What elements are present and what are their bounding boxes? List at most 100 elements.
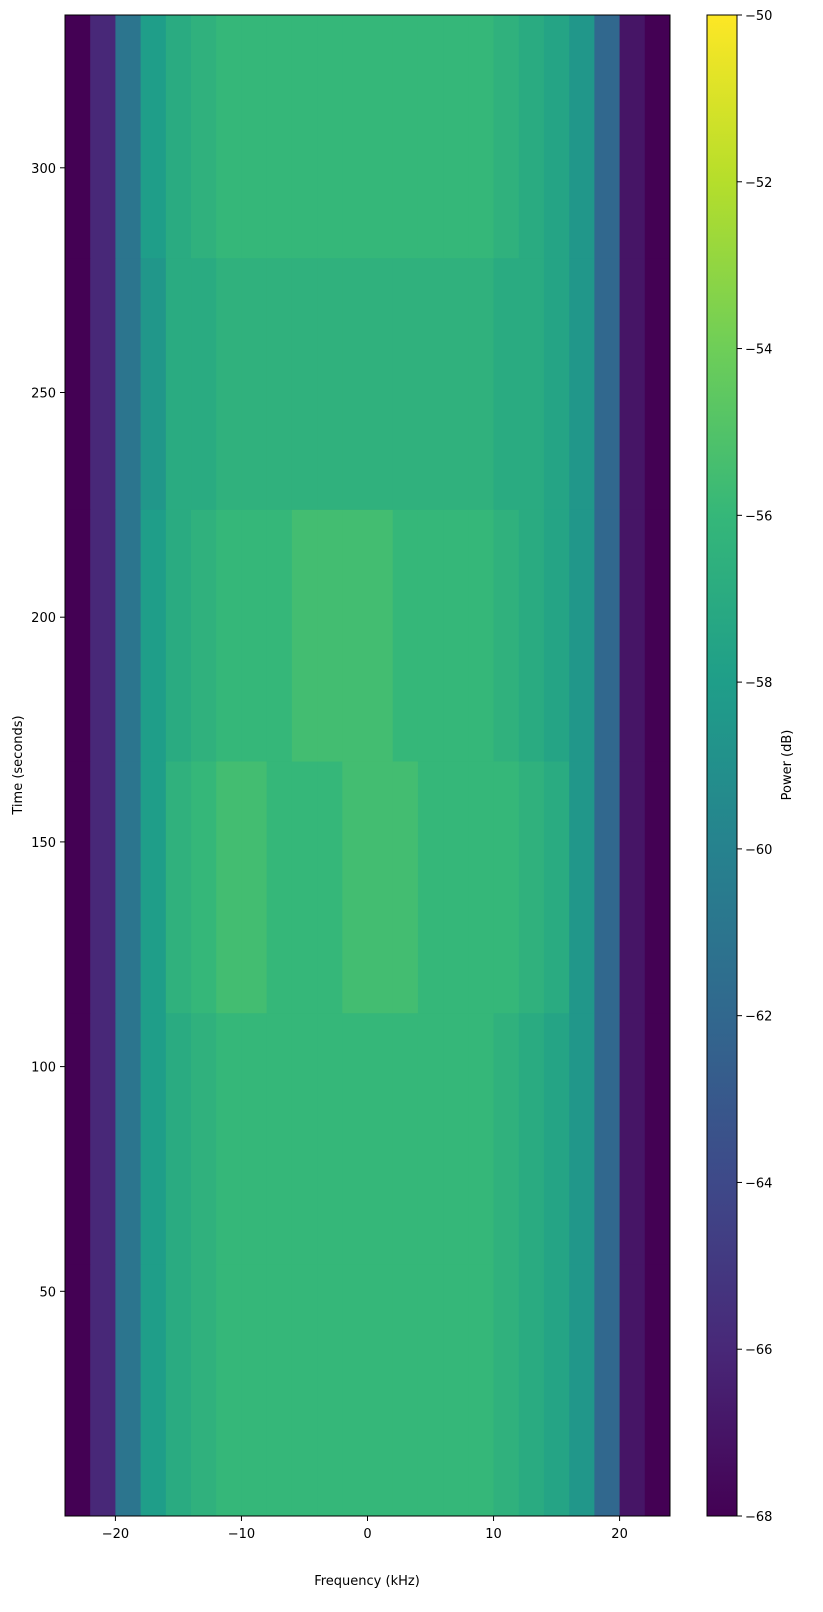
heatmap-cell [417,761,444,1014]
heatmap-cell [191,761,217,1014]
heatmap-cell [266,15,293,259]
heatmap-cell [392,1012,419,1265]
y-tick-label: 50 [39,1285,56,1300]
heatmap-cell [65,1012,91,1265]
heatmap-cell [417,257,444,510]
heatmap-cell [216,509,242,762]
heatmap-cell [342,15,368,259]
heatmap-cell [317,1264,343,1517]
heatmap-cell [291,1012,318,1265]
heatmap-cell [291,257,318,510]
heatmap-cell [216,761,242,1014]
heatmap-cell [241,1012,268,1265]
heatmap-cell [493,257,520,510]
heatmap-cell [65,761,91,1014]
heatmap-cell [216,257,242,510]
heatmap-cell [594,1264,621,1517]
heatmap-cell [569,15,595,259]
heatmap-cell [594,1012,621,1265]
heatmap-cell [468,15,495,259]
heatmap-cell [266,509,293,762]
heatmap-cell [291,1264,318,1517]
heatmap-cell [543,509,570,762]
colorbar-label: Power (dB) [780,730,795,801]
heatmap-cell [90,1012,116,1265]
heatmap-cell [493,1264,520,1517]
x-tick-label: −10 [228,1527,255,1542]
heatmap-cell [140,761,167,1014]
colorbar-tick-label: −50 [745,9,772,24]
x-axis-label: Frequency (kHz) [314,1574,420,1589]
heatmap-cell [191,1012,217,1265]
heatmap-cell [140,1012,167,1265]
heatmap-cell [115,509,142,762]
heatmap-cell [266,1264,293,1517]
heatmap-cell [569,509,595,762]
heatmap-cell [392,1264,419,1517]
colorbar-tick-label: −56 [745,509,772,524]
heatmap-cell [392,15,419,259]
heatmap-cell [317,257,343,510]
heatmap-cell [216,15,242,259]
heatmap-cell [367,761,394,1014]
heatmap-cell [241,509,268,762]
heatmap-cell [392,257,419,510]
heatmap-cell [543,1012,570,1265]
heatmap-cell [90,15,116,259]
heatmap-cell [115,761,142,1014]
heatmap-cell [367,1264,394,1517]
heatmap-cell [518,761,545,1014]
heatmap-cell [518,1012,545,1265]
heatmap-cell [291,761,318,1014]
heatmap-cell [443,1012,469,1265]
heatmap-cell [569,761,595,1014]
colorbar-tick-label: −64 [745,1176,772,1191]
heatmap-cell [317,15,343,259]
heatmap-cell [241,1264,268,1517]
heatmap-cell [317,761,343,1014]
heatmap-cell [468,761,495,1014]
heatmap-cell [644,257,671,510]
colorbar [706,14,738,1517]
heatmap-cell [65,1264,91,1517]
heatmap-cell [90,509,116,762]
heatmap-cell [90,761,116,1014]
heatmap-cell [644,1012,671,1265]
heatmap-cell [317,1012,343,1265]
heatmap-cell [140,509,167,762]
heatmap-cell [367,1012,394,1265]
heatmap-cell [216,1012,242,1265]
y-tick-label: 150 [31,836,56,851]
heatmap-cell [165,1264,192,1517]
heatmap-cell [342,1264,368,1517]
heatmap-cell [392,509,419,762]
colorbar-tick-label: −66 [745,1343,772,1358]
heatmap-cell [417,15,444,259]
heatmap-cell [518,1264,545,1517]
y-tick-label: 200 [31,611,56,626]
heatmap-cell [115,257,142,510]
heatmap-cell [291,15,318,259]
heatmap-cell [443,1264,469,1517]
heatmap-cell [594,761,621,1014]
heatmap-cell [115,1012,142,1265]
heatmap-cell [165,509,192,762]
heatmap-cell [216,1264,242,1517]
x-tick-label: −20 [102,1527,129,1542]
heatmap-cell [443,15,469,259]
heatmap-cell [367,257,394,510]
heatmap-cell [417,1264,444,1517]
colorbar-tick-label: −54 [745,343,772,358]
heatmap-cell [569,1264,595,1517]
y-tick-label: 250 [31,386,56,401]
heatmap-cell [115,15,142,259]
heatmap-cell [165,257,192,510]
heatmap-cell [569,1012,595,1265]
colorbar-tick-label: −52 [745,176,772,191]
heatmap-cell [543,257,570,510]
heatmap-cell [468,1012,495,1265]
heatmap-cell [493,761,520,1014]
heatmap-cell [493,15,520,259]
heatmap-cell [619,509,646,762]
